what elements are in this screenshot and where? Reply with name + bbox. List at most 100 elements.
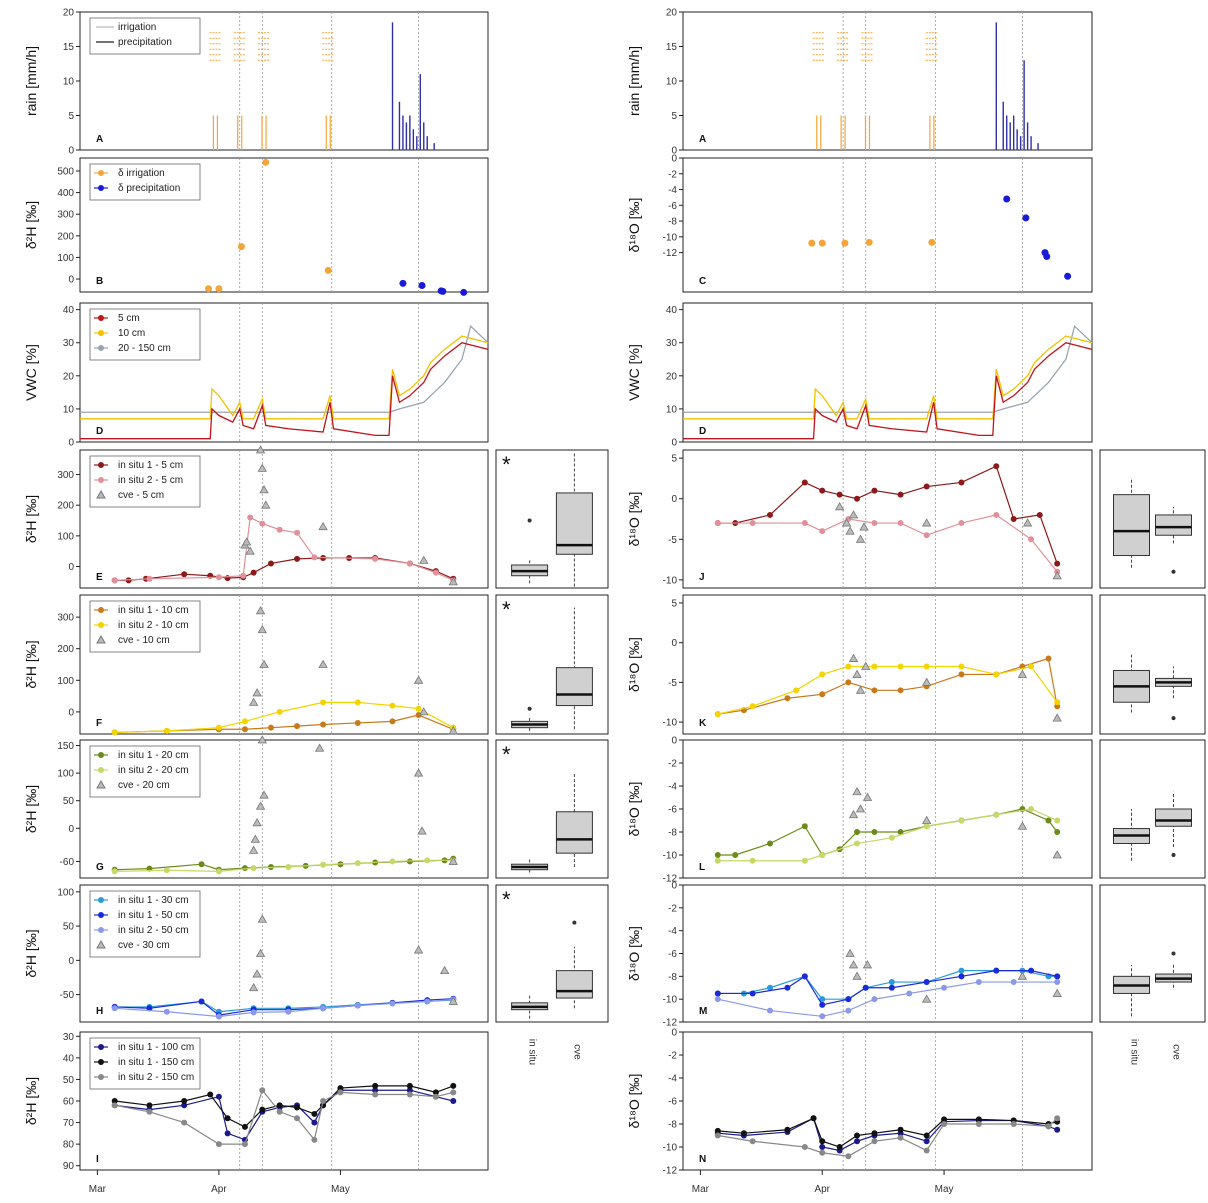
y-tick-label: 70 — [63, 1118, 75, 1129]
irrigation-point — [237, 243, 245, 251]
series-point — [714, 857, 721, 864]
series-point — [845, 679, 852, 686]
series-point — [819, 1001, 826, 1008]
series-point — [767, 840, 774, 847]
irrigation-point — [262, 158, 270, 166]
cve-point — [1052, 713, 1062, 722]
series-point — [819, 1013, 826, 1020]
legend-box — [89, 890, 201, 958]
y-tick-label: 15 — [666, 42, 678, 53]
y-tick-label: -10 — [663, 851, 678, 862]
series-point — [250, 569, 257, 576]
series-point — [111, 868, 118, 875]
series-point — [424, 857, 431, 864]
series-point — [406, 560, 413, 567]
series-point — [450, 1082, 457, 1089]
series-point — [259, 520, 266, 527]
series-point — [241, 726, 248, 733]
legend-marker — [96, 779, 106, 789]
series-point — [906, 990, 913, 997]
box-outlier — [527, 706, 532, 711]
y-tick-label: 60 — [63, 1097, 75, 1108]
series-point — [250, 1009, 257, 1016]
y-axis-label: δ²H [‰] — [23, 929, 39, 977]
panel-label: A — [96, 134, 103, 145]
vwc-line — [80, 342, 489, 440]
y-axis-label: δ²H [‰] — [23, 1077, 39, 1125]
series-point — [450, 1098, 457, 1104]
series-point — [320, 1005, 327, 1012]
series-point — [714, 852, 721, 858]
y-axis-label: δ²H [‰] — [23, 201, 39, 249]
series-point — [372, 1087, 379, 1094]
series-point — [993, 811, 1000, 818]
panel-label: K — [699, 718, 707, 729]
series-point — [854, 840, 861, 847]
boxplot-frame — [495, 884, 609, 1023]
series-point — [819, 1149, 826, 1156]
legend-label: δ irrigation — [118, 168, 165, 179]
legend-marker — [98, 767, 104, 773]
precip-point — [399, 279, 407, 287]
y-tick-label: 0 — [671, 736, 677, 747]
series-point — [215, 1013, 222, 1020]
cve-point — [257, 914, 267, 923]
series-point — [215, 1093, 222, 1100]
legend-box — [89, 17, 201, 55]
significance-marker: * — [502, 452, 511, 477]
box-outlier — [1171, 569, 1176, 574]
legend-label: in situ 1 - 30 cm — [118, 895, 189, 906]
vwc-line — [683, 335, 1093, 420]
cve-point — [413, 675, 424, 684]
legend-label: cve - 10 cm — [118, 635, 170, 646]
series-point — [854, 1132, 861, 1139]
y-axis-label: rain [mm/h] — [23, 46, 39, 116]
cve-point — [1017, 821, 1028, 830]
series-point — [923, 1138, 930, 1145]
series-point — [163, 1008, 170, 1015]
series-point — [276, 1102, 283, 1109]
series-point — [294, 1104, 301, 1111]
cve-point — [413, 768, 424, 777]
series-line — [114, 1085, 454, 1128]
series-point — [389, 718, 396, 725]
legend-label: in situ 2 - 20 cm — [118, 765, 189, 776]
y-axis-label: δ¹⁸O [‰] — [626, 198, 642, 253]
precip-point — [1064, 272, 1072, 280]
cve-point — [855, 534, 866, 543]
y-tick-label: 0 — [671, 881, 677, 892]
y-tick-label: 100 — [57, 887, 74, 898]
y-tick-label: 30 — [63, 338, 75, 349]
legend-label: in situ 1 - 10 cm — [118, 605, 189, 616]
series-point — [767, 1007, 774, 1014]
series-point — [1010, 979, 1017, 986]
series-point — [993, 967, 1000, 974]
box — [1155, 808, 1192, 827]
series-point — [415, 712, 422, 719]
series-point — [276, 526, 283, 533]
series-point — [958, 520, 965, 527]
x-tick-label: Apr — [211, 1184, 227, 1195]
legend-marker — [98, 330, 104, 336]
box-category-label: cve — [1171, 1044, 1182, 1060]
series-point — [871, 520, 878, 527]
panel-label: H — [96, 1006, 103, 1017]
panel-label: G — [96, 862, 104, 873]
panel-frame — [682, 884, 1093, 1023]
cve-point — [261, 500, 271, 509]
series-point — [424, 998, 431, 1005]
series-point — [941, 984, 948, 991]
series-point — [450, 1089, 457, 1096]
irrigation-point — [324, 266, 332, 274]
cve-point — [1017, 669, 1028, 678]
legend-box — [89, 745, 201, 798]
panel-frame — [682, 157, 1093, 293]
cve-point — [848, 653, 859, 662]
series-point — [146, 575, 153, 582]
y-tick-label: 50 — [63, 922, 75, 933]
box-outlier — [572, 920, 577, 925]
series-point — [337, 1085, 344, 1092]
cve-point — [318, 659, 328, 668]
series-point — [888, 984, 895, 991]
series-point — [241, 865, 248, 872]
